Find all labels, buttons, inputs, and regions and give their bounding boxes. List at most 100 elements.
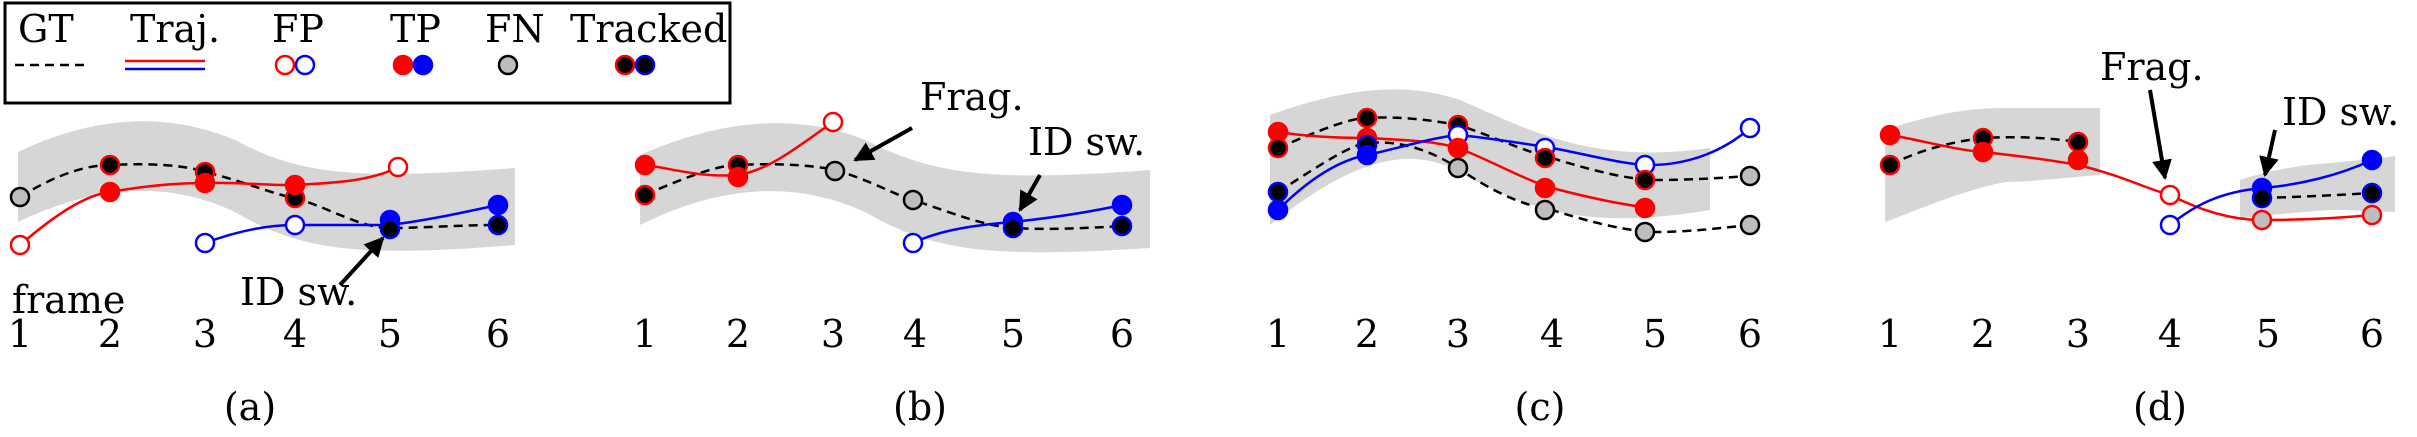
gt-band-right bbox=[2240, 156, 2395, 218]
fn-marker bbox=[1739, 214, 1761, 236]
tracked-marker bbox=[487, 214, 509, 236]
tracked-marker bbox=[1002, 217, 1024, 239]
fp-marker bbox=[822, 111, 844, 133]
frame-number: 4 bbox=[1540, 312, 1564, 356]
tracked-marker bbox=[1267, 137, 1289, 159]
fp-marker bbox=[194, 232, 216, 254]
frame-number: 3 bbox=[821, 312, 845, 356]
legend-tracked-red-marker bbox=[614, 54, 636, 76]
tp-marker bbox=[1356, 144, 1378, 166]
fn-marker bbox=[2361, 204, 2383, 226]
frame-number: 2 bbox=[726, 312, 750, 356]
tp-marker bbox=[1447, 137, 1469, 159]
blue-trajectory bbox=[204, 203, 499, 245]
blue-trajectory bbox=[1277, 127, 1751, 211]
fn-marker bbox=[824, 160, 846, 182]
tracked-marker bbox=[2361, 182, 2383, 204]
fp-marker bbox=[2159, 214, 2181, 236]
frame-number: 2 bbox=[98, 312, 122, 356]
panel-caption: (b) bbox=[893, 385, 947, 429]
tp-marker bbox=[1634, 197, 1656, 219]
id-switch-arrow bbox=[2259, 129, 2279, 177]
legend-tp-blue-marker bbox=[412, 54, 434, 76]
tp-marker bbox=[1879, 124, 1901, 146]
legend-fp-blue-marker bbox=[294, 54, 316, 76]
panel-b: Frag. ID sw. 1 2 3 4 5 6 (b) bbox=[633, 75, 1150, 429]
fn-marker bbox=[1634, 221, 1656, 243]
tracked-marker bbox=[379, 218, 401, 240]
panel-d: Frag. ID sw. 1 2 3 4 5 6 (d) bbox=[1878, 45, 2399, 429]
fp-marker bbox=[9, 234, 31, 256]
tracked-marker bbox=[1534, 147, 1556, 169]
legend-label-fn: FN bbox=[485, 7, 545, 51]
frame-number: 6 bbox=[1110, 312, 1134, 356]
frame-number: 5 bbox=[1643, 312, 1667, 356]
panel-caption: (c) bbox=[1515, 385, 1566, 429]
tp-marker bbox=[99, 181, 121, 203]
fragmentation-label: Frag. bbox=[2100, 45, 2204, 89]
panel-caption: (a) bbox=[224, 385, 276, 429]
legend-label-traj: Traj. bbox=[130, 7, 220, 51]
legend-box bbox=[3, 1, 732, 105]
gt-band bbox=[1270, 89, 1710, 225]
fp-marker bbox=[2159, 184, 2181, 206]
frame-number: 3 bbox=[2066, 312, 2090, 356]
tp-marker bbox=[1534, 177, 1556, 199]
legend-fp-red-marker bbox=[274, 54, 296, 76]
frame-number: 5 bbox=[2256, 312, 2280, 356]
legend-label-tracked: Tracked bbox=[570, 7, 727, 51]
tp-marker bbox=[1972, 141, 1994, 163]
panel-c: 1 2 3 4 5 6 (c) bbox=[1266, 89, 1762, 429]
frame-number: 6 bbox=[1738, 312, 1762, 356]
tp-marker bbox=[1111, 194, 1133, 216]
fp-marker bbox=[1739, 117, 1761, 139]
legend-label-gt: GT bbox=[18, 7, 74, 51]
frame-number: 2 bbox=[1355, 312, 1379, 356]
frame-number: 3 bbox=[1446, 312, 1470, 356]
fragmentation-label: Frag. bbox=[920, 75, 1024, 119]
legend-tp-red-marker bbox=[392, 54, 414, 76]
panel-caption: (d) bbox=[2133, 385, 2187, 429]
tracked-marker bbox=[1879, 154, 1901, 176]
id-switch-arrow bbox=[1018, 174, 1042, 212]
frame-number: 6 bbox=[486, 312, 510, 356]
tp-marker bbox=[284, 174, 306, 196]
fragmentation-arrow bbox=[2148, 89, 2172, 180]
frame-axis-label: frame bbox=[12, 278, 125, 322]
frame-number: 2 bbox=[1971, 312, 1995, 356]
tp-marker bbox=[634, 154, 656, 176]
fn-marker bbox=[9, 186, 31, 208]
tracked-marker bbox=[1111, 215, 1133, 237]
tp-marker bbox=[1267, 199, 1289, 221]
tp-marker bbox=[2067, 149, 2089, 171]
frame-number: 6 bbox=[2360, 312, 2384, 356]
tracked-marker bbox=[2067, 131, 2089, 153]
legend-fn-marker bbox=[497, 54, 519, 76]
tracked-marker bbox=[2251, 187, 2273, 209]
fragmentation-arrow bbox=[853, 126, 913, 162]
tracked-marker bbox=[634, 184, 656, 206]
fn-marker bbox=[1534, 199, 1556, 221]
fn-marker bbox=[1447, 157, 1469, 179]
legend: GT Traj. FP TP FN Tracked bbox=[3, 1, 732, 105]
frame-number: 5 bbox=[1001, 312, 1025, 356]
frame-number: 1 bbox=[8, 312, 32, 356]
tp-marker bbox=[194, 172, 216, 194]
frame-number: 3 bbox=[193, 312, 217, 356]
fn-marker bbox=[2251, 209, 2273, 231]
id-switch-arrow bbox=[338, 236, 385, 287]
fp-marker bbox=[284, 214, 306, 236]
fn-marker bbox=[902, 189, 924, 211]
panel-a: ID sw. frame 1 2 3 4 5 6 (a) bbox=[8, 121, 515, 429]
tracked-marker bbox=[99, 154, 121, 176]
fp-marker bbox=[387, 156, 409, 178]
tracked-marker bbox=[1267, 181, 1289, 203]
frame-number: 4 bbox=[2158, 312, 2182, 356]
gt-band-left bbox=[1885, 108, 2100, 222]
fp-marker bbox=[902, 232, 924, 254]
tp-marker bbox=[2361, 149, 2383, 171]
fn-marker bbox=[1739, 165, 1761, 187]
tp-marker bbox=[727, 166, 749, 188]
tp-marker bbox=[487, 194, 509, 216]
frame-number: 4 bbox=[283, 312, 307, 356]
